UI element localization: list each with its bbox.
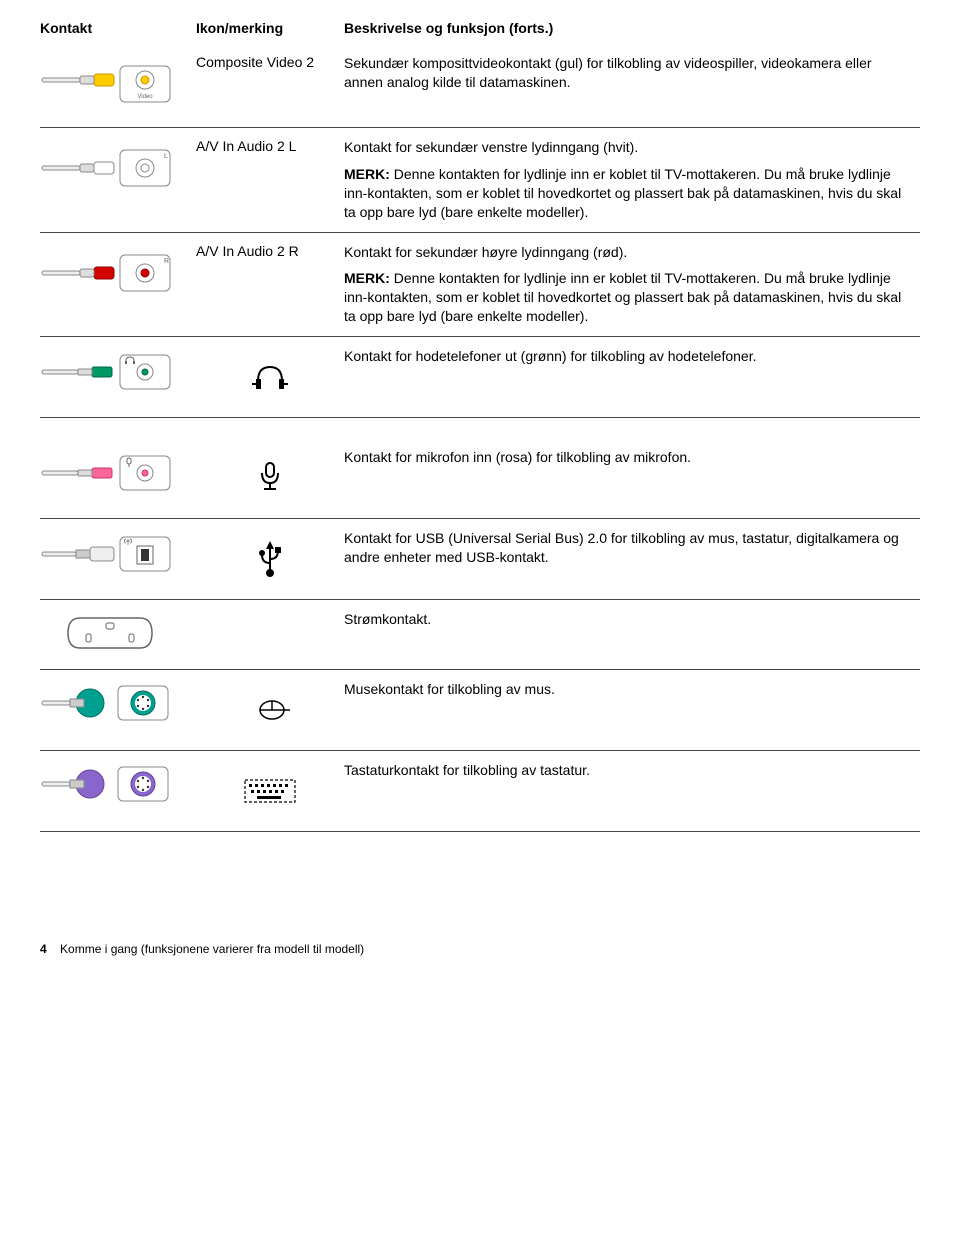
desc-composite: Sekundær komposittvideokontakt (gul) for…: [344, 54, 910, 92]
page-number: 4: [40, 942, 47, 956]
header-beskrivelse: Beskrivelse og funksjon (forts.): [344, 20, 920, 36]
connector-icon-mouse: [40, 680, 196, 729]
usb-icon: [196, 529, 344, 589]
desc-audio-r-2: MERK: Denne kontakten for lydlinje inn e…: [344, 269, 910, 326]
svg-text:Video: Video: [137, 94, 153, 100]
table-row: Tastaturkontakt for tilkobling av tastat…: [40, 751, 920, 832]
desc-audio-l-2: MERK: Denne kontakten for lydlinje inn e…: [344, 165, 910, 222]
table-row: L A/V In Audio 2 L Kontakt for sekundær …: [40, 128, 920, 233]
table-row: Kontakt for USB (Universal Serial Bus) 2…: [40, 519, 920, 600]
desc-headphones: Kontakt for hodetelefoner ut (grønn) for…: [344, 347, 910, 366]
label-composite: Composite Video 2: [196, 54, 344, 70]
desc-power: Strømkontakt.: [344, 610, 910, 629]
label-audio-l: A/V In Audio 2 L: [196, 138, 344, 154]
label-audio-r: A/V In Audio 2 R: [196, 243, 344, 259]
table-row: Kontakt for mikrofon inn (rosa) for tilk…: [40, 438, 920, 519]
connector-icon-usb: [40, 529, 196, 582]
desc-keyboard: Tastaturkontakt for tilkobling av tastat…: [344, 761, 910, 780]
header-ikon: Ikon/merking: [196, 20, 344, 36]
desc-mic: Kontakt for mikrofon inn (rosa) for tilk…: [344, 448, 910, 467]
desc-audio-r-1: Kontakt for sekundær høyre lydinngang (r…: [344, 243, 910, 262]
connector-icon-composite: Video: [40, 54, 196, 117]
connector-icon-headphones: [40, 347, 196, 400]
table-row: Kontakt for hodetelefoner ut (grønn) for…: [40, 337, 920, 418]
connector-icon-mic: [40, 448, 196, 501]
desc-mouse: Musekontakt for tilkobling av mus.: [344, 680, 910, 699]
table-row: Musekontakt for tilkobling av mus.: [40, 670, 920, 751]
table-row: R A/V In Audio 2 R Kontakt for sekundær …: [40, 233, 920, 338]
connector-icon-power: [40, 610, 196, 659]
table-row: Video Composite Video 2 Sekundær komposi…: [40, 44, 920, 128]
desc-audio-l-1: Kontakt for sekundær venstre lydinngang …: [344, 138, 910, 157]
microphone-icon: [196, 448, 344, 508]
connector-icon-keyboard: [40, 761, 196, 810]
table-header: Kontakt Ikon/merking Beskrivelse og funk…: [40, 20, 920, 36]
svg-text:L: L: [164, 153, 168, 160]
connector-icon-audio-r: R: [40, 243, 196, 306]
mouse-icon: [196, 680, 344, 740]
footer-text: Komme i gang (funksjonene varierer fra m…: [60, 942, 364, 956]
keyboard-icon: [196, 761, 344, 821]
headphones-icon: [196, 347, 344, 407]
page-footer: 4 Komme i gang (funksjonene varierer fra…: [40, 942, 920, 956]
svg-text:R: R: [164, 258, 169, 265]
desc-usb: Kontakt for USB (Universal Serial Bus) 2…: [344, 529, 910, 567]
table-row: Strømkontakt.: [40, 600, 920, 670]
connector-icon-audio-l: L: [40, 138, 196, 201]
header-kontakt: Kontakt: [40, 20, 196, 36]
